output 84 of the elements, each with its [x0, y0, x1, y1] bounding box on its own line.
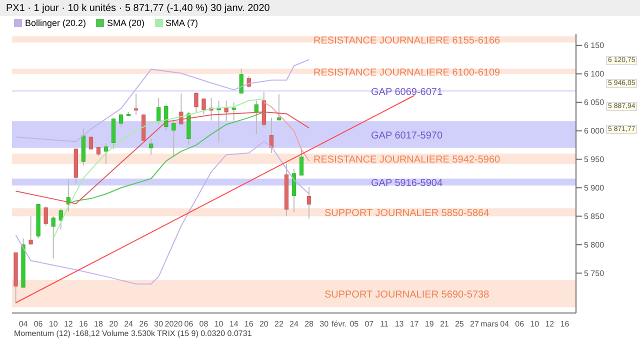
y-tick-label: 6 100 — [584, 70, 605, 79]
y-tick-label: 5 850 — [584, 212, 605, 222]
x-tick-label: 16 — [560, 320, 570, 329]
legend-label: Bollinger (20.2) — [25, 18, 86, 28]
candlestick — [269, 117, 274, 154]
x-tick-label: 13 — [394, 320, 404, 329]
x-tick-label: 22 — [274, 320, 284, 329]
x-tick-label: 14 — [229, 320, 239, 329]
chart-title: PX1 · 1 jour · 10 k unités · 5 871,77 (-1,40 %) 30 janv. 2020 — [0, 0, 640, 16]
x-tick-label: 07 — [364, 320, 374, 329]
candlestick — [254, 100, 258, 135]
candlestick — [164, 104, 168, 132]
x-tick-label: 06 — [34, 320, 44, 329]
band-label: RESISTANCE JOURNALIERE 6100-6109 — [314, 67, 501, 78]
y-tick-label: 5 900 — [584, 184, 605, 193]
x-tick-label: 30 — [320, 320, 330, 329]
candlestick — [118, 114, 124, 128]
x-tick-label: 04 — [500, 320, 510, 329]
x-tick-label: 16 — [244, 320, 254, 329]
x-tick-label: 24 — [290, 320, 299, 329]
band-label: SUPPORT JOURNALIER 5690-5738 — [324, 290, 490, 301]
legend-label: SMA (20) — [107, 18, 145, 28]
y-tick-label: 5 950 — [584, 155, 605, 164]
x-tick-label: 12 — [545, 320, 555, 329]
band-label: RESISTANCE JOURNALIERE 5942-5960 — [314, 154, 501, 166]
candlestick — [172, 120, 176, 156]
line-series — [263, 102, 310, 162]
x-tick-label: 28 — [304, 320, 314, 329]
y-tick-label: 5 800 — [584, 240, 605, 250]
candlestick — [111, 118, 116, 150]
band-label: GAP 6017-5970 — [371, 130, 444, 142]
candlestick — [232, 102, 236, 122]
band-label: RESISTANCE JOURNALIERE 6155-6166 — [314, 35, 501, 46]
candlestick — [292, 168, 296, 213]
y-tick-label: 6 050 — [584, 98, 605, 108]
x-tick-label: 18 — [94, 320, 104, 329]
candlestick — [194, 92, 198, 113]
x-tick-label: 10 — [530, 320, 540, 329]
band-label: GAP 5916-5904 — [371, 178, 444, 190]
line-series — [52, 98, 264, 239]
text: Momentum (12) -168,12 Volume 3.530k TRIX (15 9) 0.0320 0.0731 — [13, 329, 253, 340]
line-series — [15, 59, 310, 142]
x-tick-label: 17 — [410, 320, 420, 329]
x-tick-label: 30 — [154, 320, 164, 329]
legend-label: SMA (7) — [166, 18, 198, 28]
candlestick — [156, 97, 161, 126]
y-tick-label: 5 750 — [584, 268, 605, 278]
x-tick-label: 08 — [199, 320, 209, 329]
candlestick — [239, 68, 244, 94]
x-tick-label: mars — [480, 320, 498, 329]
x-tick-label: 24 — [124, 320, 134, 329]
x-tick-label: 25 — [454, 320, 464, 329]
candlestick — [306, 186, 312, 219]
x-tick-label: 10 — [48, 320, 58, 329]
x-tick-label: 04 — [18, 320, 28, 329]
x-tick-label: 2020 — [164, 320, 184, 329]
candlestick — [276, 94, 281, 122]
x-tick-label: 10 — [214, 320, 224, 329]
x-tick-label: févr. — [332, 320, 347, 329]
x-tick-label: 26 — [139, 320, 149, 329]
x-tick-label: 21 — [440, 320, 450, 329]
x-tick-label: 06 — [184, 320, 194, 329]
band-label: GAP 6069-6071 — [371, 86, 444, 98]
x-tick-label: 20 — [259, 320, 269, 329]
candlestick — [104, 142, 108, 164]
candlestick — [28, 216, 33, 246]
candlestick — [134, 93, 138, 116]
candlestick — [149, 138, 154, 156]
candlestick — [96, 146, 101, 156]
x-tick-label: 27 — [470, 320, 480, 329]
x-tick-label: 19 — [424, 320, 434, 329]
y-tick-label: 6 150 — [584, 41, 605, 50]
x-tick-label: 20 — [109, 320, 119, 329]
x-tick-label: 05 — [350, 320, 360, 329]
band-label: SUPPORT JOURNALIER 5850-5864 — [324, 208, 490, 220]
candlestick — [51, 216, 56, 259]
candlestick — [44, 206, 48, 226]
x-tick-label: 11 — [380, 320, 389, 329]
x-tick-label: 12 — [64, 320, 74, 329]
candlestick — [299, 148, 304, 176]
x-tick-label: 06 — [515, 320, 525, 329]
candlestick — [58, 208, 63, 230]
x-tick-label: 16 — [78, 320, 88, 329]
y-tick-label: 6 000 — [584, 126, 605, 136]
